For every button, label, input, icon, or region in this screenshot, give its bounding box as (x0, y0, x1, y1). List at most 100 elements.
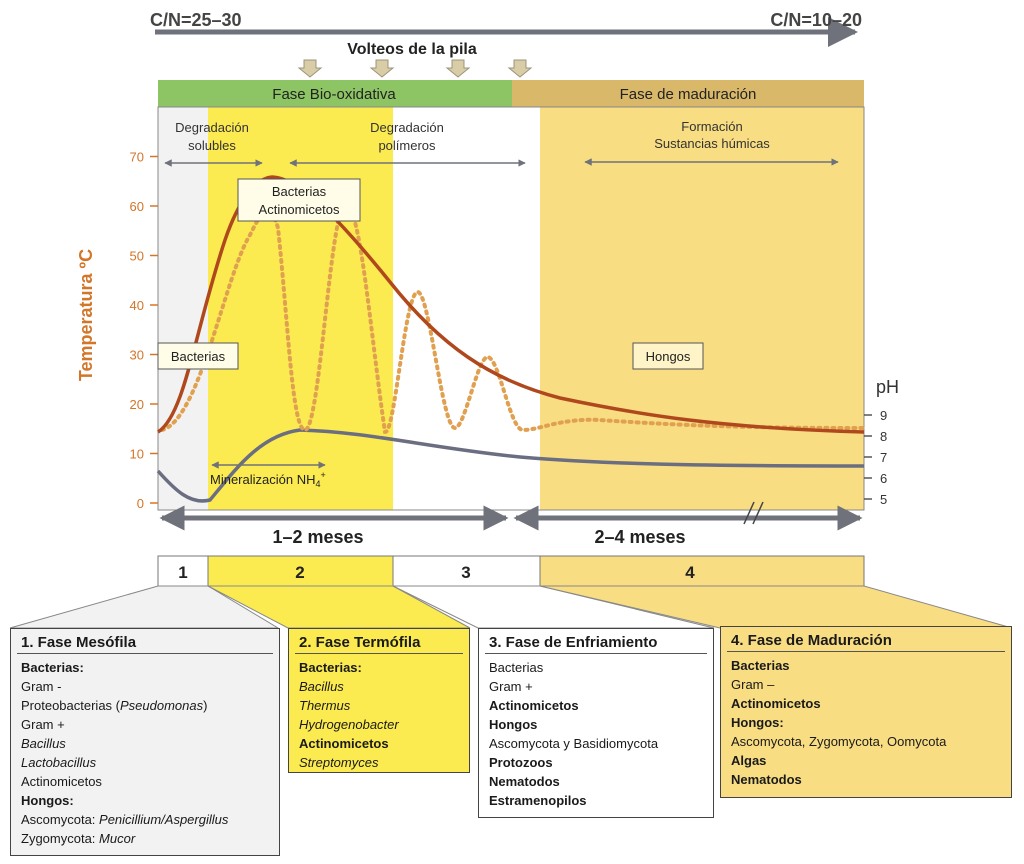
svg-text:Degradación: Degradación (370, 120, 444, 135)
cooling-line: Hongos (489, 717, 538, 732)
ph-tick-label: 6 (880, 471, 887, 486)
cn-start-label: C/N=25–30 (150, 10, 242, 30)
temp-tick-label: 30 (130, 348, 144, 363)
maturation-list: Bacterias Gram – Actinomicetos Hongos: Ascom… (731, 656, 1001, 789)
cooling-list: Bacterias Gram + Actinomicetos Hongos Ascomy… (489, 658, 703, 810)
maturation-line: Gram – (731, 677, 775, 692)
degradation-soluble: Degradación solubles (175, 120, 249, 153)
chart-frame (157, 106, 865, 511)
mesophilic-line: Gram + (21, 717, 65, 732)
stage-number-4: 4 (685, 563, 695, 582)
stage4-region (540, 107, 864, 510)
temp-tick-label: 70 (130, 150, 144, 165)
bacteria-label: Bacterias (171, 349, 226, 364)
bacteria-actino-label-2: Actinomicetos (259, 202, 340, 217)
thermophilic-line: Bacillus (299, 679, 344, 694)
thermophilic-title: 2. Fase Termófila (295, 633, 463, 654)
mesophilic-line: Ascomycota: Penicillium/Aspergillus (21, 812, 229, 827)
cooling-line: Gram + (489, 679, 533, 694)
mesophilic-title: 1. Fase Mesófila (17, 633, 273, 654)
ph-tick-label: 8 (880, 429, 887, 444)
turning-arrows (297, 59, 533, 78)
temperature-axis-label: Temperatura ºC (76, 249, 96, 381)
stage1-region (158, 107, 208, 510)
maturation-bar (512, 80, 864, 107)
thermophilic-list: Bacterias: Bacillus Thermus Hydrogenobacter… (299, 658, 459, 772)
maturation-line: Ascomycota, Zygomycota, Oomycota (731, 734, 947, 749)
svg-text:polímeros: polímeros (378, 138, 436, 153)
stage2-region (208, 107, 393, 510)
temp-tick-label: 50 (130, 249, 144, 264)
axis-break (743, 501, 764, 525)
stage-number-3: 3 (461, 563, 470, 582)
ph-tick-label: 9 (880, 408, 887, 423)
ph-tick-label: 5 (880, 492, 887, 507)
maturation-label: Fase de maduración (620, 86, 757, 103)
stage-cell-3 (392, 555, 541, 587)
mesophilic-line: Proteobacterias (Pseudomonas) (21, 698, 208, 713)
degradation-polymers: Degradación polímeros (370, 120, 444, 153)
thermophilic-line: Bacterias: (299, 660, 362, 675)
ph-ticks: 5 6 7 8 9 (864, 408, 887, 507)
mesophilic-list: Bacterias: Gram - Proteobacterias (Pseudom… (21, 658, 269, 848)
temperature-ticks: 0 10 20 30 40 50 60 70 (130, 150, 158, 511)
cooling-line: Bacterias (489, 660, 544, 675)
thermophilic-line: Hydrogenobacter (299, 717, 399, 732)
bio-oxidative-bar (158, 80, 512, 107)
cooling-box: 3. Fase de Enfriamiento Bacterias Gram + A… (478, 628, 714, 818)
mesophilic-line: Lactobacillus (21, 755, 97, 770)
temp-tick-label: 20 (130, 397, 144, 412)
stage-cell-2 (207, 555, 394, 587)
cooling-line: Protozoos (489, 755, 553, 770)
temp-tick-label: 60 (130, 199, 144, 214)
stage-number-2: 2 (295, 563, 304, 582)
stage-number-1: 1 (178, 563, 187, 582)
mesophilic-line: Hongos: (21, 793, 74, 808)
thermophilic-box: 2. Fase Termófila Bacterias: Bacillus Ther… (288, 628, 470, 773)
fungi-label-box (632, 342, 704, 370)
stage-cell-4 (539, 555, 865, 587)
mesophilic-line: Actinomicetos (21, 774, 102, 789)
mesophilic-box: 1. Fase Mesófila Bacterias: Gram - Proteob… (10, 628, 280, 856)
temperature-dotted-curve (160, 203, 866, 435)
duration-second: 2–4 meses (594, 527, 685, 547)
temperature-curve (156, 175, 865, 434)
ph-tick-label: 7 (880, 450, 887, 465)
connector-3 (392, 585, 715, 629)
maturation-line: Nematodos (731, 772, 802, 787)
cooling-line: Actinomicetos (489, 698, 579, 713)
bacteria-actino-label-box (237, 178, 361, 222)
temp-tick-label: 0 (137, 496, 144, 511)
ph-curve (156, 428, 865, 503)
maturation-title: 4. Fase de Maduración (727, 631, 1005, 652)
svg-text:Formación: Formación (681, 119, 742, 134)
cooling-line: Nematodos (489, 774, 560, 789)
cooling-title: 3. Fase de Enfriamiento (485, 633, 707, 654)
thermophilic-line: Streptomyces (299, 755, 379, 770)
temp-tick-label: 40 (130, 298, 144, 313)
svg-text:Degradación: Degradación (175, 120, 249, 135)
svg-text:solubles: solubles (188, 138, 236, 153)
maturation-box: 4. Fase de Maduración Bacterias Gram – Act… (720, 626, 1012, 798)
mesophilic-line: Zygomycota: Mucor (21, 831, 136, 846)
mesophilic-line: Bacterias: (21, 660, 84, 675)
maturation-line: Algas (731, 753, 767, 768)
bio-oxidative-label: Fase Bio-oxidativa (272, 86, 396, 103)
thermophilic-line: Thermus (299, 698, 351, 713)
mesophilic-line: Bacillus (21, 736, 66, 751)
thermophilic-line: Actinomicetos (299, 736, 389, 751)
fungi-label: Hongos (646, 349, 691, 364)
cn-end-label: C/N=10–20 (770, 10, 862, 30)
cooling-line: Estramenopilos (489, 793, 587, 808)
humic-formation: Formación Sustancias húmicas (654, 119, 770, 151)
temp-tick-label: 10 (130, 447, 144, 462)
stage-cell-1 (157, 555, 209, 587)
connector-4 (539, 585, 1013, 629)
duration-first: 1–2 meses (272, 527, 363, 547)
mineralization-label: Mineralización NH4+ (210, 470, 326, 489)
bacteria-label-box (157, 342, 239, 370)
turning-label: Volteos de la pila (347, 41, 477, 58)
maturation-line: Bacterias (731, 658, 790, 673)
ph-axis-label: pH (876, 377, 899, 397)
